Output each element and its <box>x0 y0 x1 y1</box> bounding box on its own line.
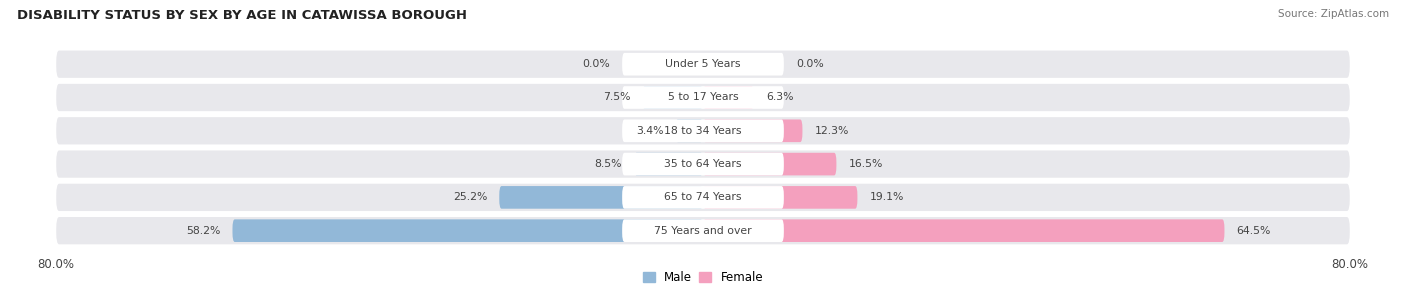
FancyBboxPatch shape <box>56 117 1350 144</box>
Text: 58.2%: 58.2% <box>186 226 221 236</box>
Text: 75 Years and over: 75 Years and over <box>654 226 752 236</box>
FancyBboxPatch shape <box>499 186 703 209</box>
FancyBboxPatch shape <box>621 86 785 109</box>
FancyBboxPatch shape <box>621 219 785 242</box>
Text: Source: ZipAtlas.com: Source: ZipAtlas.com <box>1278 9 1389 19</box>
Text: 18 to 34 Years: 18 to 34 Years <box>664 126 742 136</box>
Text: 12.3%: 12.3% <box>814 126 849 136</box>
Text: 35 to 64 Years: 35 to 64 Years <box>664 159 742 169</box>
FancyBboxPatch shape <box>621 53 785 75</box>
FancyBboxPatch shape <box>621 119 785 142</box>
Text: 0.0%: 0.0% <box>796 59 824 69</box>
Text: 16.5%: 16.5% <box>849 159 883 169</box>
Text: 3.4%: 3.4% <box>636 126 664 136</box>
Text: 5 to 17 Years: 5 to 17 Years <box>668 92 738 102</box>
Text: 19.1%: 19.1% <box>869 192 904 202</box>
FancyBboxPatch shape <box>643 86 703 109</box>
FancyBboxPatch shape <box>703 86 754 109</box>
Text: 64.5%: 64.5% <box>1237 226 1271 236</box>
FancyBboxPatch shape <box>703 119 803 142</box>
FancyBboxPatch shape <box>703 219 1225 242</box>
FancyBboxPatch shape <box>56 217 1350 244</box>
FancyBboxPatch shape <box>56 184 1350 211</box>
FancyBboxPatch shape <box>56 50 1350 78</box>
FancyBboxPatch shape <box>703 153 837 175</box>
FancyBboxPatch shape <box>56 150 1350 178</box>
Text: Under 5 Years: Under 5 Years <box>665 59 741 69</box>
Text: DISABILITY STATUS BY SEX BY AGE IN CATAWISSA BOROUGH: DISABILITY STATUS BY SEX BY AGE IN CATAW… <box>17 9 467 22</box>
Text: 8.5%: 8.5% <box>595 159 621 169</box>
Text: 25.2%: 25.2% <box>453 192 486 202</box>
Text: 0.0%: 0.0% <box>582 59 610 69</box>
FancyBboxPatch shape <box>675 119 703 142</box>
FancyBboxPatch shape <box>634 153 703 175</box>
Text: 7.5%: 7.5% <box>603 92 630 102</box>
FancyBboxPatch shape <box>56 84 1350 111</box>
Text: 6.3%: 6.3% <box>766 92 793 102</box>
FancyBboxPatch shape <box>621 186 785 209</box>
Text: 65 to 74 Years: 65 to 74 Years <box>664 192 742 202</box>
FancyBboxPatch shape <box>621 153 785 175</box>
Legend: Male, Female: Male, Female <box>643 271 763 284</box>
FancyBboxPatch shape <box>703 186 858 209</box>
FancyBboxPatch shape <box>232 219 703 242</box>
